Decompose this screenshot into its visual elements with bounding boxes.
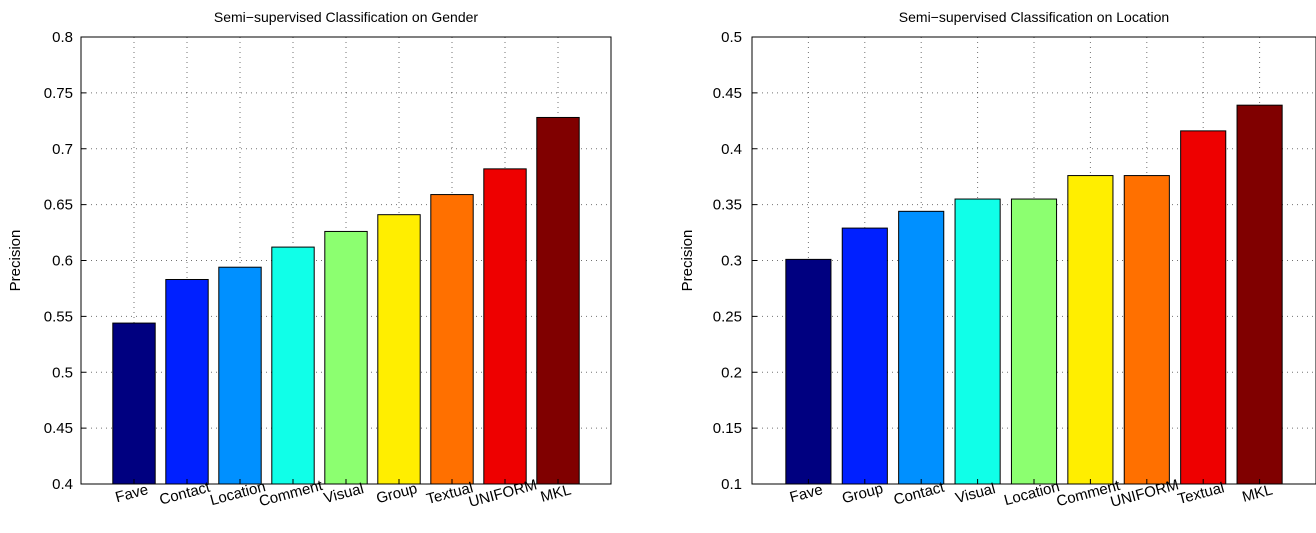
x-tick-label: MKL [1240, 481, 1274, 505]
bar-comment [1067, 175, 1114, 485]
y-tick-label: 0.5 [52, 364, 73, 381]
bar-group [841, 227, 888, 485]
y-tick-label: 0.3 [721, 253, 742, 270]
bar-fave [785, 258, 832, 485]
plot-frame [80, 36, 612, 485]
bar-textual [1180, 130, 1227, 485]
y-tick-label: 0.75 [44, 85, 73, 102]
y-tick-label: 0.6 [52, 253, 73, 270]
y-tick-label: 0.4 [721, 141, 742, 158]
y-tick-label: 0.2 [721, 364, 742, 381]
y-tick-label: 0.5 [721, 29, 742, 46]
bar-location [218, 266, 262, 485]
y-tick-label: 0.45 [44, 420, 73, 437]
plot-frame [751, 36, 1316, 485]
y-tick-label: 0.25 [713, 308, 742, 325]
x-tick-label: Fave [788, 481, 825, 506]
y-tick-label: 0.55 [44, 308, 73, 325]
x-tick-label: MKL [539, 481, 573, 505]
y-tick-label: 0.1 [721, 476, 742, 493]
chart-title: Semi−supervised Classification on Gender [214, 9, 479, 25]
bar-contact [165, 278, 209, 485]
bar-mkl [536, 116, 580, 485]
x-tick-label: Fave [114, 481, 151, 506]
y-tick-label: 0.8 [52, 29, 73, 46]
bar-contact [898, 210, 945, 485]
bar-mkl [1236, 104, 1283, 485]
bar-uniform [1123, 175, 1170, 485]
bar-textual [430, 194, 474, 485]
y-tick-label: 0.45 [713, 85, 742, 102]
y-tick-label: 0.35 [713, 197, 742, 214]
y-tick-label: 0.15 [713, 420, 742, 437]
bar-group [377, 214, 421, 485]
chart-title: Semi−supervised Classification on Locati… [899, 9, 1169, 25]
bar-location [1010, 198, 1058, 485]
bar-fave [112, 322, 156, 485]
y-tick-label: 0.65 [44, 197, 73, 214]
y-axis-label: Precision [7, 230, 24, 292]
bar-visual [954, 198, 1001, 485]
y-axis-label: Precision [679, 230, 696, 292]
bar-comment [271, 246, 315, 485]
bar-uniform [483, 168, 527, 485]
y-tick-label: 0.4 [52, 476, 73, 493]
y-tick-label: 0.7 [52, 141, 73, 158]
bar-visual [324, 230, 368, 485]
